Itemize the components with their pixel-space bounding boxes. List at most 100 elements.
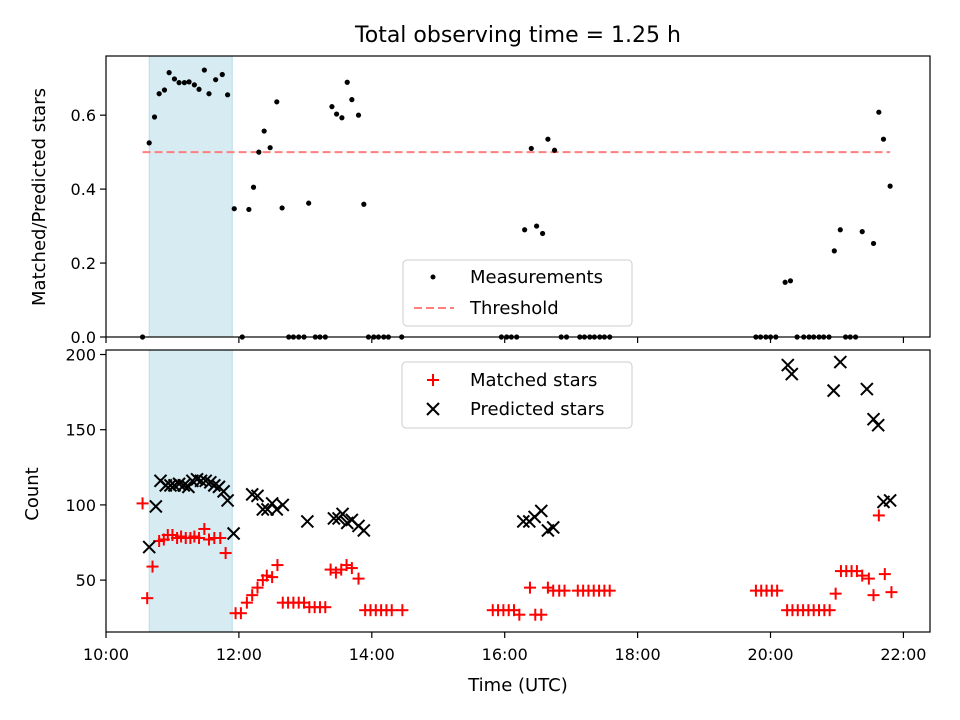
matched-star-point [352,572,365,585]
matched-star-point [271,559,284,572]
bottom-y-tick-label: 100 [65,496,96,515]
matched-star-point [603,584,616,597]
measurement-point [171,76,178,82]
predicted-star-point [357,523,371,538]
predicted-stars-points [142,355,897,554]
bottom-y-tick-label: 200 [65,346,96,365]
predicted-star-point [335,507,350,521]
top-y-ticks: 0.0 0.2 0.4 0.6 [71,106,106,347]
measurement-point [355,112,362,118]
measurement-point [201,67,207,73]
measurement-point [787,278,794,284]
predicted-star-point [785,367,799,381]
predicted-star-point [270,502,284,517]
x-tick-label: 14:00 [349,645,395,664]
predicted-star-point [883,493,897,508]
matched-star-point [396,604,409,617]
top-y-axis-label: Matched/Predicted stars [29,88,50,306]
top-panel: Total observing time = 1.25 h 0.00.20.40… [29,23,931,347]
predicted-star-point [226,526,241,541]
predicted-star-point [172,477,186,491]
bottom-legend-box [401,361,633,429]
top-legend: Measurements Threshold [402,259,633,327]
predicted-star-point [826,383,841,398]
matched-star-point [385,604,398,617]
bottom-x-ticks: 10:00 12:00 14:00 16:00 18:00 20:00 22:00 [83,632,926,664]
measurement-point [522,227,528,233]
measurement-point [349,97,355,103]
matched-star-point [535,608,548,621]
predicted-star-point [250,489,265,503]
x-tick-label: 10:00 [83,645,129,664]
predicted-star-point [198,474,213,488]
matched-star-point [266,571,279,584]
predicted-star-point [276,498,290,512]
legend-threshold-label: Threshold [469,298,559,319]
measurement-point [344,79,350,85]
measurement-point [274,99,280,105]
measurement-point [196,86,202,92]
measurement-point [231,206,237,212]
predicted-star-point [207,478,222,493]
matched-star-point [541,581,554,594]
top-legend-box [402,259,633,327]
matched-star-point [324,563,337,576]
measurement-point [339,115,345,121]
measurement-point [176,80,182,86]
matched-star-point [558,584,571,597]
matched-star-point [872,509,885,522]
predicted-star-point [546,520,560,535]
measurement-point [213,77,219,83]
bottom-axes-frame [105,349,931,633]
x-tick-label: 12:00 [216,645,262,664]
measurement-point [219,71,225,78]
matched-star-point [246,589,259,602]
measurement-point [181,80,188,86]
x-tick-label: 22:00 [880,645,926,664]
bottom-y-tick-label: 50 [76,571,96,590]
measurement-point [225,92,231,98]
measurement-point [333,111,340,117]
measurement-point [261,128,267,134]
predicted-star-point [871,418,885,432]
top-shaded-region [148,55,233,338]
matched-star-point [240,596,253,609]
measurement-point [161,87,168,93]
legend-predicted-marker [426,402,440,416]
measurement-point [250,184,257,190]
top-y-tick-label: 0.2 [71,254,96,273]
measurement-point [539,230,546,237]
matched-star-point [862,572,875,585]
predicted-star-point [220,493,235,508]
top-axes-frame [105,55,931,338]
matched-star-point [146,560,159,573]
measurement-point [551,147,558,153]
measurement-point [191,82,197,88]
measurement-point [329,104,335,110]
matched-stars-points [136,497,898,621]
top-y-tick-label: 0.6 [71,106,96,125]
matched-star-point [193,532,206,544]
matched-star-point [771,584,784,597]
matched-star-point [329,566,342,579]
measurement-point [887,183,893,189]
measurement-point [880,136,887,142]
legend-measurements-marker [430,274,436,280]
top-y-tick-label: 0.4 [71,180,96,199]
matched-star-point [513,608,526,621]
predicted-star-point [781,358,795,372]
measurement-point [166,70,172,76]
matched-star-point [856,569,869,582]
predicted-star-point [149,499,163,514]
predicted-star-point [177,478,191,493]
measurement-point [256,149,262,155]
matched-star-point [260,569,273,582]
matched-star-point [829,587,842,600]
measurement-point [206,91,212,97]
measurement-point [146,140,152,146]
measurement-point [361,201,367,207]
bottom-panel: 50 100 150 200 10:00 12:00 14:00 16:00 18:00 20:… [22,346,931,696]
matched-star-point [219,547,232,560]
measurement-point [186,79,192,85]
legend-measurements-label: Measurements [470,267,603,288]
